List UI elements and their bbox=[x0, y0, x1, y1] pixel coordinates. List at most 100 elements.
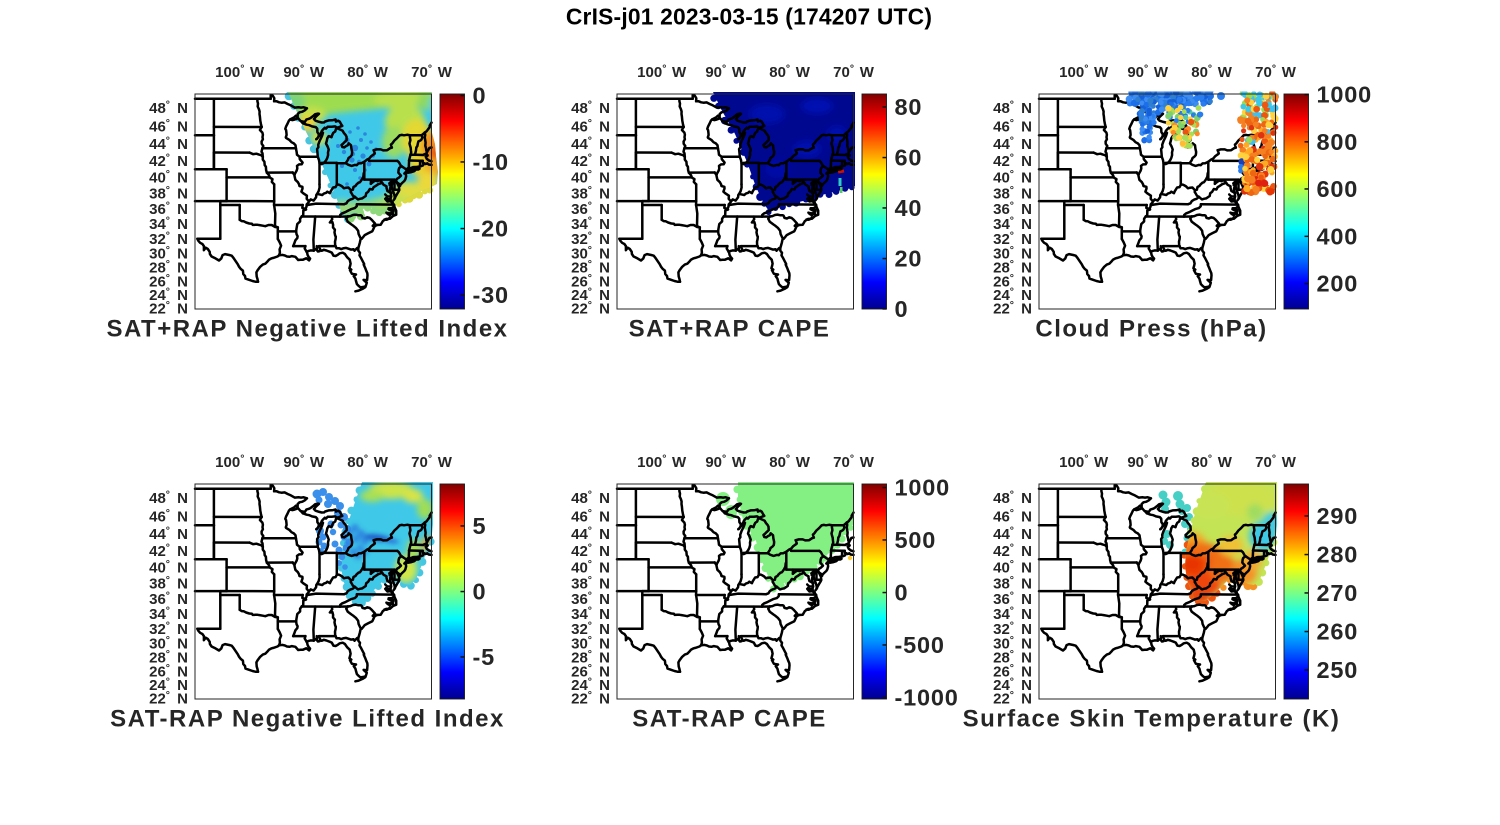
svg-text:48° N: 48° N bbox=[149, 99, 188, 118]
svg-text:100° W: 100° W bbox=[215, 63, 265, 82]
svg-text:46° N: 46° N bbox=[571, 117, 610, 135]
svg-text:90° W: 90° W bbox=[705, 63, 747, 82]
svg-text:250: 250 bbox=[1317, 657, 1359, 683]
svg-text:24° N: 24° N bbox=[149, 286, 188, 305]
svg-text:200: 200 bbox=[1317, 271, 1359, 297]
svg-text:40° N: 40° N bbox=[149, 168, 188, 187]
svg-text:46° N: 46° N bbox=[571, 507, 610, 526]
svg-text:26° N: 26° N bbox=[571, 272, 610, 291]
svg-text:400: 400 bbox=[1317, 223, 1359, 249]
svg-text:36° N: 36° N bbox=[571, 589, 610, 608]
svg-text:30° N: 30° N bbox=[993, 634, 1032, 653]
svg-text:32° N: 32° N bbox=[149, 619, 188, 638]
svg-text:26° N: 26° N bbox=[149, 272, 188, 291]
svg-text:80° W: 80° W bbox=[769, 63, 811, 82]
svg-text:42° N: 42° N bbox=[993, 151, 1032, 170]
svg-text:22° N: 22° N bbox=[993, 299, 1032, 318]
svg-text:34° N: 34° N bbox=[149, 215, 188, 234]
svg-text:260: 260 bbox=[1317, 619, 1359, 645]
svg-text:70° W: 70° W bbox=[1255, 453, 1297, 472]
svg-text:32° N: 32° N bbox=[993, 619, 1032, 638]
svg-text:-10: -10 bbox=[473, 149, 509, 175]
svg-text:34° N: 34° N bbox=[571, 605, 610, 624]
svg-text:40° N: 40° N bbox=[993, 168, 1032, 187]
svg-text:SAT-RAP Negative Lifted Index: SAT-RAP Negative Lifted Index bbox=[110, 706, 505, 733]
svg-text:100° W: 100° W bbox=[215, 453, 265, 472]
svg-text:80° W: 80° W bbox=[1191, 453, 1233, 472]
svg-text:22° N: 22° N bbox=[571, 689, 610, 708]
svg-text:44° N: 44° N bbox=[571, 135, 610, 154]
svg-text:26° N: 26° N bbox=[993, 272, 1032, 291]
svg-text:22° N: 22° N bbox=[149, 689, 188, 708]
svg-text:70° W: 70° W bbox=[833, 453, 875, 472]
svg-text:Cloud Press (hPa): Cloud Press (hPa) bbox=[1035, 316, 1267, 343]
svg-text:40° N: 40° N bbox=[149, 558, 188, 577]
svg-text:38° N: 38° N bbox=[993, 184, 1032, 203]
svg-text:Surface Skin Temperature (K): Surface Skin Temperature (K) bbox=[963, 706, 1341, 733]
svg-text:0: 0 bbox=[473, 579, 487, 605]
svg-text:100° W: 100° W bbox=[1059, 453, 1109, 472]
svg-text:22° N: 22° N bbox=[571, 299, 610, 318]
svg-text:40: 40 bbox=[895, 195, 923, 221]
svg-text:100° W: 100° W bbox=[1059, 63, 1109, 82]
svg-text:90° W: 90° W bbox=[705, 453, 747, 472]
svg-text:80° W: 80° W bbox=[347, 453, 389, 472]
svg-text:30° N: 30° N bbox=[571, 244, 610, 262]
svg-text:28° N: 28° N bbox=[149, 258, 188, 277]
svg-text:90° W: 90° W bbox=[283, 453, 325, 472]
svg-text:70° W: 70° W bbox=[411, 453, 453, 472]
svg-text:40° N: 40° N bbox=[993, 558, 1032, 577]
svg-text:500: 500 bbox=[895, 527, 937, 553]
svg-text:46° N: 46° N bbox=[149, 117, 188, 135]
svg-text:48° N: 48° N bbox=[993, 489, 1032, 508]
svg-text:28° N: 28° N bbox=[993, 258, 1032, 277]
svg-text:42° N: 42° N bbox=[993, 541, 1032, 560]
svg-text:SAT+RAP CAPE: SAT+RAP CAPE bbox=[629, 316, 831, 343]
svg-text:34° N: 34° N bbox=[993, 215, 1032, 234]
svg-text:24° N: 24° N bbox=[571, 676, 610, 695]
svg-text:48° N: 48° N bbox=[149, 489, 188, 508]
svg-text:38° N: 38° N bbox=[149, 184, 188, 203]
svg-text:44° N: 44° N bbox=[993, 135, 1032, 154]
svg-text:0: 0 bbox=[473, 83, 487, 109]
svg-text:34° N: 34° N bbox=[993, 605, 1032, 624]
svg-text:36° N: 36° N bbox=[993, 589, 1032, 608]
svg-text:90° W: 90° W bbox=[1127, 453, 1169, 472]
svg-text:32° N: 32° N bbox=[993, 229, 1032, 248]
svg-text:36° N: 36° N bbox=[993, 199, 1032, 218]
svg-text:42° N: 42° N bbox=[149, 151, 188, 170]
svg-text:80° W: 80° W bbox=[1191, 63, 1233, 82]
svg-text:32° N: 32° N bbox=[149, 229, 188, 248]
svg-text:40° N: 40° N bbox=[571, 168, 610, 187]
svg-text:38° N: 38° N bbox=[571, 184, 610, 203]
svg-text:90° W: 90° W bbox=[283, 63, 325, 82]
svg-text:36° N: 36° N bbox=[149, 589, 188, 608]
svg-text:70° W: 70° W bbox=[411, 63, 453, 82]
svg-text:CrIS-j01 2023-03-15 (174207 UT: CrIS-j01 2023-03-15 (174207 UTC) bbox=[566, 4, 932, 30]
svg-text:24° N: 24° N bbox=[993, 286, 1032, 305]
svg-text:60: 60 bbox=[895, 145, 923, 171]
svg-text:38° N: 38° N bbox=[571, 574, 610, 593]
svg-text:32° N: 32° N bbox=[571, 229, 610, 248]
svg-text:48° N: 48° N bbox=[571, 99, 610, 118]
svg-text:90° W: 90° W bbox=[1127, 63, 1169, 82]
svg-text:22° N: 22° N bbox=[993, 689, 1032, 708]
svg-text:40° N: 40° N bbox=[571, 558, 610, 577]
svg-text:-20: -20 bbox=[473, 216, 509, 242]
svg-text:800: 800 bbox=[1317, 129, 1359, 155]
svg-text:44° N: 44° N bbox=[571, 525, 610, 544]
svg-text:38° N: 38° N bbox=[993, 574, 1032, 593]
svg-text:1000: 1000 bbox=[895, 475, 950, 501]
svg-text:46° N: 46° N bbox=[993, 117, 1032, 135]
svg-text:26° N: 26° N bbox=[571, 662, 610, 681]
svg-text:46° N: 46° N bbox=[149, 507, 188, 526]
svg-text:100° W: 100° W bbox=[637, 63, 687, 82]
svg-text:48° N: 48° N bbox=[571, 489, 610, 508]
svg-text:28° N: 28° N bbox=[149, 648, 188, 667]
svg-text:24° N: 24° N bbox=[149, 676, 188, 695]
svg-text:290: 290 bbox=[1317, 503, 1359, 529]
svg-text:22° N: 22° N bbox=[149, 299, 188, 318]
svg-text:SAT-RAP CAPE: SAT-RAP CAPE bbox=[632, 706, 826, 733]
svg-text:26° N: 26° N bbox=[993, 662, 1032, 681]
svg-text:42° N: 42° N bbox=[149, 541, 188, 560]
